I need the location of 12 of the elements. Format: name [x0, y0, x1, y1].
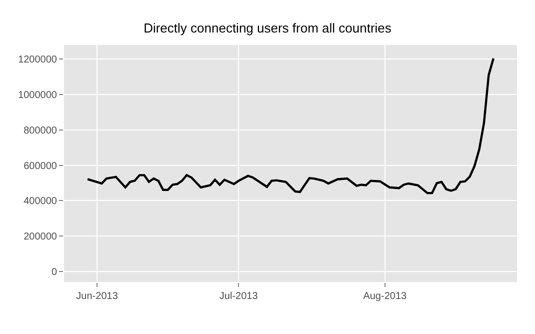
- y-tick-label: 1000000: [18, 90, 58, 102]
- chart-title: Directly connecting users from all countries: [144, 20, 392, 36]
- y-tick-label: 600000: [24, 160, 58, 172]
- x-tick-label: Jun-2013: [76, 291, 118, 302]
- line-series: [86, 57, 495, 194]
- y-tick-label: 0: [51, 266, 58, 278]
- x-tick-label: Jul-2013: [219, 291, 258, 302]
- x-tick-label: Aug-2013: [363, 291, 407, 302]
- y-tick-label: 1200000: [18, 54, 58, 66]
- y-tick-label: 800000: [24, 125, 58, 136]
- y-tick-label: 400000: [24, 196, 58, 208]
- y-tick-label: 200000: [24, 232, 58, 243]
